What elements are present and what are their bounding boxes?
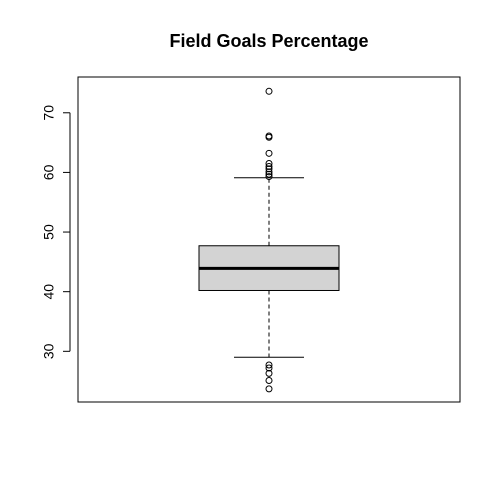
- outlier-point: [265, 159, 273, 167]
- y-tick-label: 30: [41, 343, 57, 359]
- outlier-point: [265, 165, 273, 173]
- chart-title: Field Goals Percentage: [169, 31, 368, 51]
- y-tick-label: 60: [41, 164, 57, 180]
- outlier-point: [265, 168, 273, 176]
- outlier-point: [265, 87, 273, 95]
- y-tick-label: 50: [41, 224, 57, 240]
- outlier-point: [265, 170, 273, 178]
- y-tick-label: 40: [41, 284, 57, 300]
- outlier-point: [265, 162, 273, 170]
- outlier-point: [265, 361, 273, 369]
- outlier-point: [265, 173, 273, 181]
- plot-frame: [77, 76, 461, 403]
- outlier-point: [265, 132, 273, 140]
- outlier-point: [265, 149, 273, 157]
- outlier-point: [265, 364, 273, 372]
- boxplot-marks: [198, 87, 340, 393]
- y-tick-label: 70: [41, 105, 57, 121]
- y-axis: 30 40 50 60 70: [41, 105, 71, 359]
- outlier-point: [265, 385, 273, 393]
- outlier-point: [265, 369, 273, 377]
- outlier-point: [265, 377, 273, 385]
